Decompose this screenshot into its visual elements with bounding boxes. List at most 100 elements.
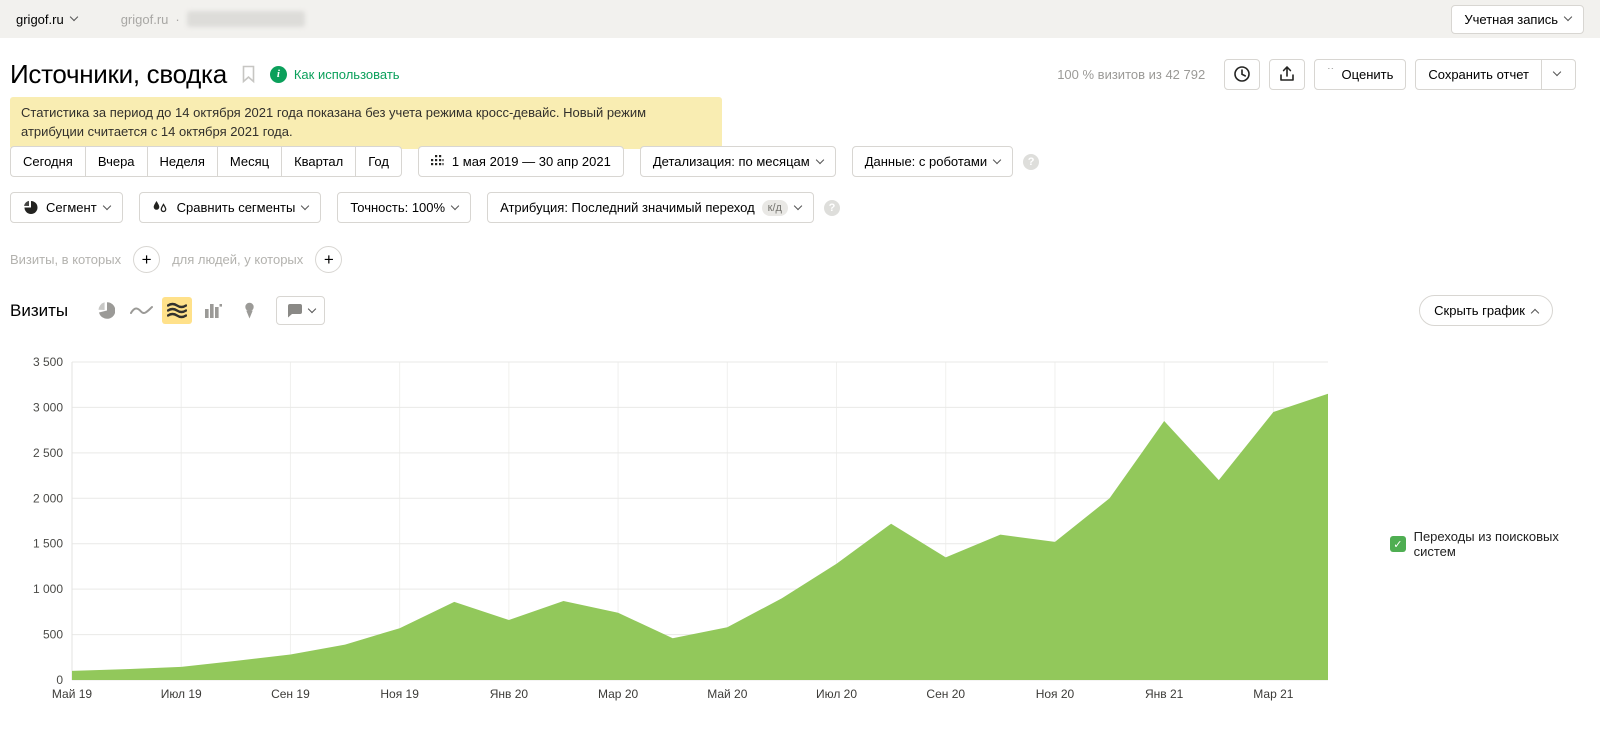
segment-label: Сегмент (46, 200, 97, 215)
x-tick-label: Июл 20 (816, 687, 857, 701)
hide-chart-button[interactable]: Скрыть график (1419, 295, 1553, 326)
add-people-condition-button[interactable]: + (315, 246, 343, 273)
chart-type-line-button[interactable] (126, 297, 156, 324)
tab-today[interactable]: Сегодня (10, 146, 85, 177)
counter-name: grigof.ru (16, 11, 64, 27)
account-menu-button[interactable]: Учетная запись (1451, 4, 1584, 34)
calendar-grid-icon (430, 155, 444, 168)
chart-header: Визиты Скрыть график (10, 295, 1553, 326)
attribution-dropdown[interactable]: Атрибуция: Последний значимый переход к/… (487, 192, 814, 223)
tab-yesterday[interactable]: Вчера (84, 146, 147, 177)
x-tick-label: Сен 20 (926, 687, 965, 701)
pie-chart-icon (98, 302, 115, 319)
tab-week[interactable]: Неделя (146, 146, 217, 177)
clock-icon (1234, 66, 1251, 82)
x-tick-label: Май 19 (52, 687, 93, 701)
help-icon[interactable]: ? (1023, 153, 1040, 170)
add-visit-condition-button[interactable]: + (133, 246, 161, 273)
y-tick-label: 500 (43, 628, 63, 642)
save-report-button[interactable]: Сохранить отчет (1415, 58, 1542, 90)
date-range-label: 1 мая 2019 — 30 апр 2021 (451, 154, 611, 169)
chart-canvas[interactable]: 0 500 1 000 1 500 2 000 2 500 3 000 3 500 Май 19… (30, 352, 1342, 704)
redacted-counter-id (186, 11, 305, 27)
legend-checkbox[interactable]: ✓ (1390, 536, 1406, 552)
breadcrumb-site[interactable]: grigof.ru (120, 11, 169, 27)
chart-metric-title: Визиты (10, 300, 69, 320)
counter-switcher[interactable]: grigof.ru (16, 11, 78, 27)
rate-report-button[interactable]: ” Оценить (1314, 58, 1407, 90)
chart-type-map-button[interactable] (234, 297, 264, 324)
accuracy-label: Точность: 100% (350, 200, 446, 215)
report-schedule-button[interactable] (1224, 58, 1261, 90)
feedback-quotes-icon: ” (1327, 68, 1334, 80)
chevron-up-icon (1530, 308, 1540, 317)
tab-month[interactable]: Месяц (216, 146, 282, 177)
bookmark-icon[interactable] (241, 65, 256, 84)
export-icon (1280, 66, 1295, 81)
y-tick-label: 1 500 (33, 537, 63, 551)
chart-type-area-button[interactable] (162, 297, 193, 324)
x-tick-label: Май 20 (707, 687, 748, 701)
segment-dropdown[interactable]: Сегмент (10, 192, 123, 223)
droplets-icon (152, 200, 169, 215)
x-tick-label: Июл 19 (161, 687, 202, 701)
help-icon[interactable]: ? (823, 199, 840, 216)
data-label: Данные: с роботами (864, 154, 988, 169)
y-tick-label: 3 500 (33, 355, 63, 369)
detail-label: Детализация: по месяцам (652, 154, 810, 169)
info-icon: i (269, 65, 287, 83)
detail-dropdown[interactable]: Детализация: по месяцам (639, 146, 836, 177)
segment-filter-row: Сегмент Сравнить сегменты Точность: 100%… (10, 192, 840, 223)
pie-segment-icon (23, 200, 38, 215)
chart-type-pie-button[interactable] (90, 297, 120, 324)
y-tick-label: 3 000 (33, 400, 63, 414)
accuracy-dropdown[interactable]: Точность: 100% (337, 192, 472, 223)
chevron-down-icon (815, 155, 824, 164)
legend-item-search-traffic[interactable]: ✓ Переходы из поисковых систем (1390, 529, 1600, 559)
chevron-down-icon (992, 155, 1002, 164)
report-header: Источники, сводка i Как использовать 100… (10, 56, 1576, 92)
compare-segments-dropdown[interactable]: Сравнить сегменты (138, 192, 322, 223)
how-to-use-link[interactable]: i Как использовать (269, 65, 400, 83)
breadcrumb-separator: · (175, 11, 180, 27)
legend-label: Переходы из поисковых систем (1413, 529, 1559, 559)
area-series-search-traffic[interactable] (72, 393, 1328, 680)
date-range-button[interactable]: 1 мая 2019 — 30 апр 2021 (417, 146, 624, 177)
export-button[interactable] (1269, 58, 1306, 90)
tab-quarter[interactable]: Квартал (281, 146, 356, 177)
chevron-down-icon (793, 201, 803, 210)
segment-builder-row: Визиты, в которых + для людей, у которых… (10, 246, 354, 273)
annotations-dropdown[interactable] (276, 296, 326, 325)
rate-label: Оценить (1341, 66, 1394, 82)
tab-year[interactable]: Год (355, 146, 402, 177)
breadcrumb: grigof.ru · (121, 11, 305, 27)
hide-chart-label: Скрыть график (1434, 303, 1525, 318)
y-tick-label: 2 500 (33, 446, 63, 460)
header-actions: 100 % визитов из 42 792 ” Оценить Сохран… (1057, 58, 1576, 90)
line-chart-icon (129, 306, 153, 314)
data-robots-dropdown[interactable]: Данные: с роботами (851, 146, 1014, 177)
chevron-down-icon (69, 12, 78, 22)
map-pin-icon (244, 302, 254, 319)
save-report-menu-button[interactable] (1542, 58, 1576, 90)
x-tick-label: Ноя 20 (1036, 687, 1075, 701)
chart-type-columns-button[interactable] (198, 297, 228, 324)
x-tick-label: Сен 19 (271, 687, 310, 701)
save-report-split-button: Сохранить отчет (1415, 58, 1576, 90)
chevron-down-icon (307, 304, 317, 313)
x-tick-label: Янв 21 (1145, 687, 1184, 701)
chevron-down-icon (1552, 67, 1562, 77)
chevron-down-icon (102, 201, 111, 210)
attribution-label: Атрибуция: Последний значимый переход (500, 200, 755, 215)
x-tick-label: Мар 21 (1253, 687, 1293, 701)
visits-sample-text: 100 % визитов из 42 792 (1057, 66, 1206, 82)
y-tick-label: 0 (56, 673, 63, 687)
period-tabs: Сегодня Вчера Неделя Месяц Квартал Год (10, 146, 402, 177)
y-tick-label: 2 000 (33, 491, 63, 505)
people-condition-label: для людей, у которых (172, 252, 304, 267)
account-label: Учетная запись (1464, 11, 1558, 27)
chevron-down-icon (450, 201, 460, 210)
x-tick-label: Янв 20 (490, 687, 529, 701)
visits-area-chart[interactable]: 0 500 1 000 1 500 2 000 2 500 3 000 3 500 Май 19… (30, 352, 1342, 707)
